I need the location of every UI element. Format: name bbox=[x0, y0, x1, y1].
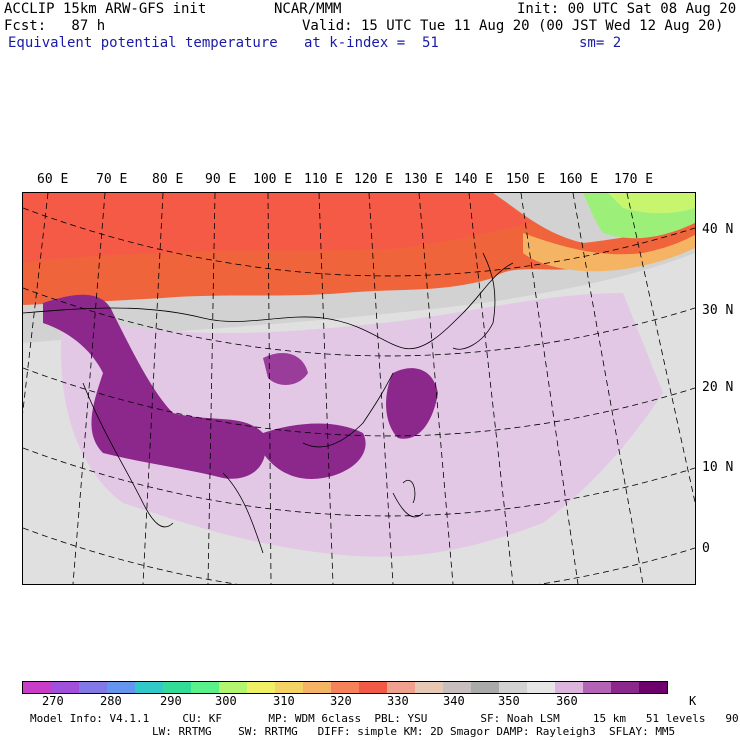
lon-label: 150 E bbox=[506, 172, 546, 187]
high-theta-region-indochina bbox=[263, 423, 366, 479]
lon-label: 130 E bbox=[404, 172, 444, 187]
colorbar-tick-label: 330 bbox=[387, 694, 409, 708]
colorbar-units: K bbox=[689, 694, 697, 708]
latitude-gridlines bbox=[23, 207, 695, 584]
high-theta-region-western-pacific bbox=[386, 368, 438, 439]
transition-region bbox=[523, 233, 695, 272]
colorbar-swatch bbox=[135, 682, 163, 693]
colorbar-swatch bbox=[219, 682, 247, 693]
colorbar-swatch bbox=[555, 682, 583, 693]
colorbar-swatch bbox=[499, 682, 527, 693]
lon-label: 70 E bbox=[96, 172, 128, 187]
colorbar-swatch bbox=[527, 682, 555, 693]
equivalent-potential-temperature-map bbox=[22, 192, 696, 585]
high-theta-region-china bbox=[263, 353, 308, 385]
colorbar-tick-label: 300 bbox=[215, 694, 237, 708]
coastline bbox=[222, 472, 264, 554]
coastline bbox=[302, 372, 394, 448]
colorbar-swatch bbox=[359, 682, 387, 693]
lon-label: 100 E bbox=[253, 172, 293, 187]
lat-label: 10 N bbox=[702, 460, 734, 475]
coastline bbox=[392, 480, 424, 518]
colorbar-swatch bbox=[611, 682, 639, 693]
header-organization: NCAR/MMM bbox=[274, 1, 342, 17]
lon-label: 90 E bbox=[205, 172, 237, 187]
colorbar-swatch bbox=[639, 682, 667, 693]
coastline bbox=[82, 382, 174, 528]
colorbar-swatch bbox=[163, 682, 191, 693]
lat-label: 20 N bbox=[702, 380, 734, 395]
colorbar-swatch bbox=[107, 682, 135, 693]
colorbar-swatch bbox=[583, 682, 611, 693]
coastline bbox=[452, 252, 496, 350]
footer-physics-info: LW: RRTMG SW: RRTMG DIFF: simple KM: 2D … bbox=[152, 725, 676, 738]
lat-label: 30 N bbox=[702, 303, 734, 318]
colorbar-swatch bbox=[415, 682, 443, 693]
longitude-gridlines bbox=[23, 193, 695, 584]
warm-core-region bbox=[23, 193, 533, 263]
colorbar-swatch bbox=[275, 682, 303, 693]
cool-airmass-core bbox=[608, 193, 695, 214]
colorbar-swatch bbox=[331, 682, 359, 693]
colorbar-swatch bbox=[51, 682, 79, 693]
header-field-name: Equivalent potential temperature bbox=[8, 35, 278, 51]
colorbar-swatch bbox=[303, 682, 331, 693]
lon-label: 60 E bbox=[37, 172, 69, 187]
lon-label: 160 E bbox=[559, 172, 599, 187]
colorbar-swatch bbox=[443, 682, 471, 693]
header-level: at k-index = 51 bbox=[304, 35, 439, 51]
footer-model-info: Model Info: V4.1.1 CU: KF MP: WDM 6class… bbox=[30, 712, 740, 725]
colorbar-swatch bbox=[387, 682, 415, 693]
colorbar-swatch bbox=[23, 682, 51, 693]
header-smoothing: sm= 2 bbox=[579, 35, 622, 51]
colorbar-tick-label: 310 bbox=[273, 694, 295, 708]
colorbar-swatch bbox=[247, 682, 275, 693]
lon-label: 80 E bbox=[152, 172, 184, 187]
header-model-name: ACCLIP 15km ARW-GFS init bbox=[4, 1, 207, 17]
header-valid-time: Valid: 15 UTC Tue 11 Aug 20 (00 JST Wed … bbox=[302, 18, 724, 34]
colorbar-tick-label: 350 bbox=[498, 694, 520, 708]
colorbar-tick-label: 270 bbox=[42, 694, 64, 708]
lat-label: 0 bbox=[702, 541, 710, 556]
coastline bbox=[23, 262, 514, 350]
colorbar-tick-label: 290 bbox=[160, 694, 182, 708]
colorbar-tick-label: 360 bbox=[556, 694, 578, 708]
colorbar bbox=[22, 681, 668, 694]
colorbar-swatch bbox=[191, 682, 219, 693]
header-forecast-hour: Fcst: 87 h bbox=[4, 18, 106, 34]
lon-label: 170 E bbox=[614, 172, 654, 187]
map-canvas bbox=[23, 193, 695, 584]
lat-label: 40 N bbox=[702, 222, 734, 237]
lon-label: 110 E bbox=[304, 172, 344, 187]
colorbar-swatch bbox=[79, 682, 107, 693]
high-theta-region-india bbox=[43, 294, 266, 479]
colorbar-tick-label: 320 bbox=[330, 694, 352, 708]
header-init-time: Init: 00 UTC Sat 08 Aug 20 bbox=[517, 1, 737, 17]
lon-label: 120 E bbox=[354, 172, 394, 187]
colorbar-tick-label: 340 bbox=[443, 694, 465, 708]
lon-label: 140 E bbox=[454, 172, 494, 187]
lavender-region bbox=[61, 293, 664, 557]
colorbar-swatch bbox=[471, 682, 499, 693]
colorbar-tick-label: 280 bbox=[100, 694, 122, 708]
